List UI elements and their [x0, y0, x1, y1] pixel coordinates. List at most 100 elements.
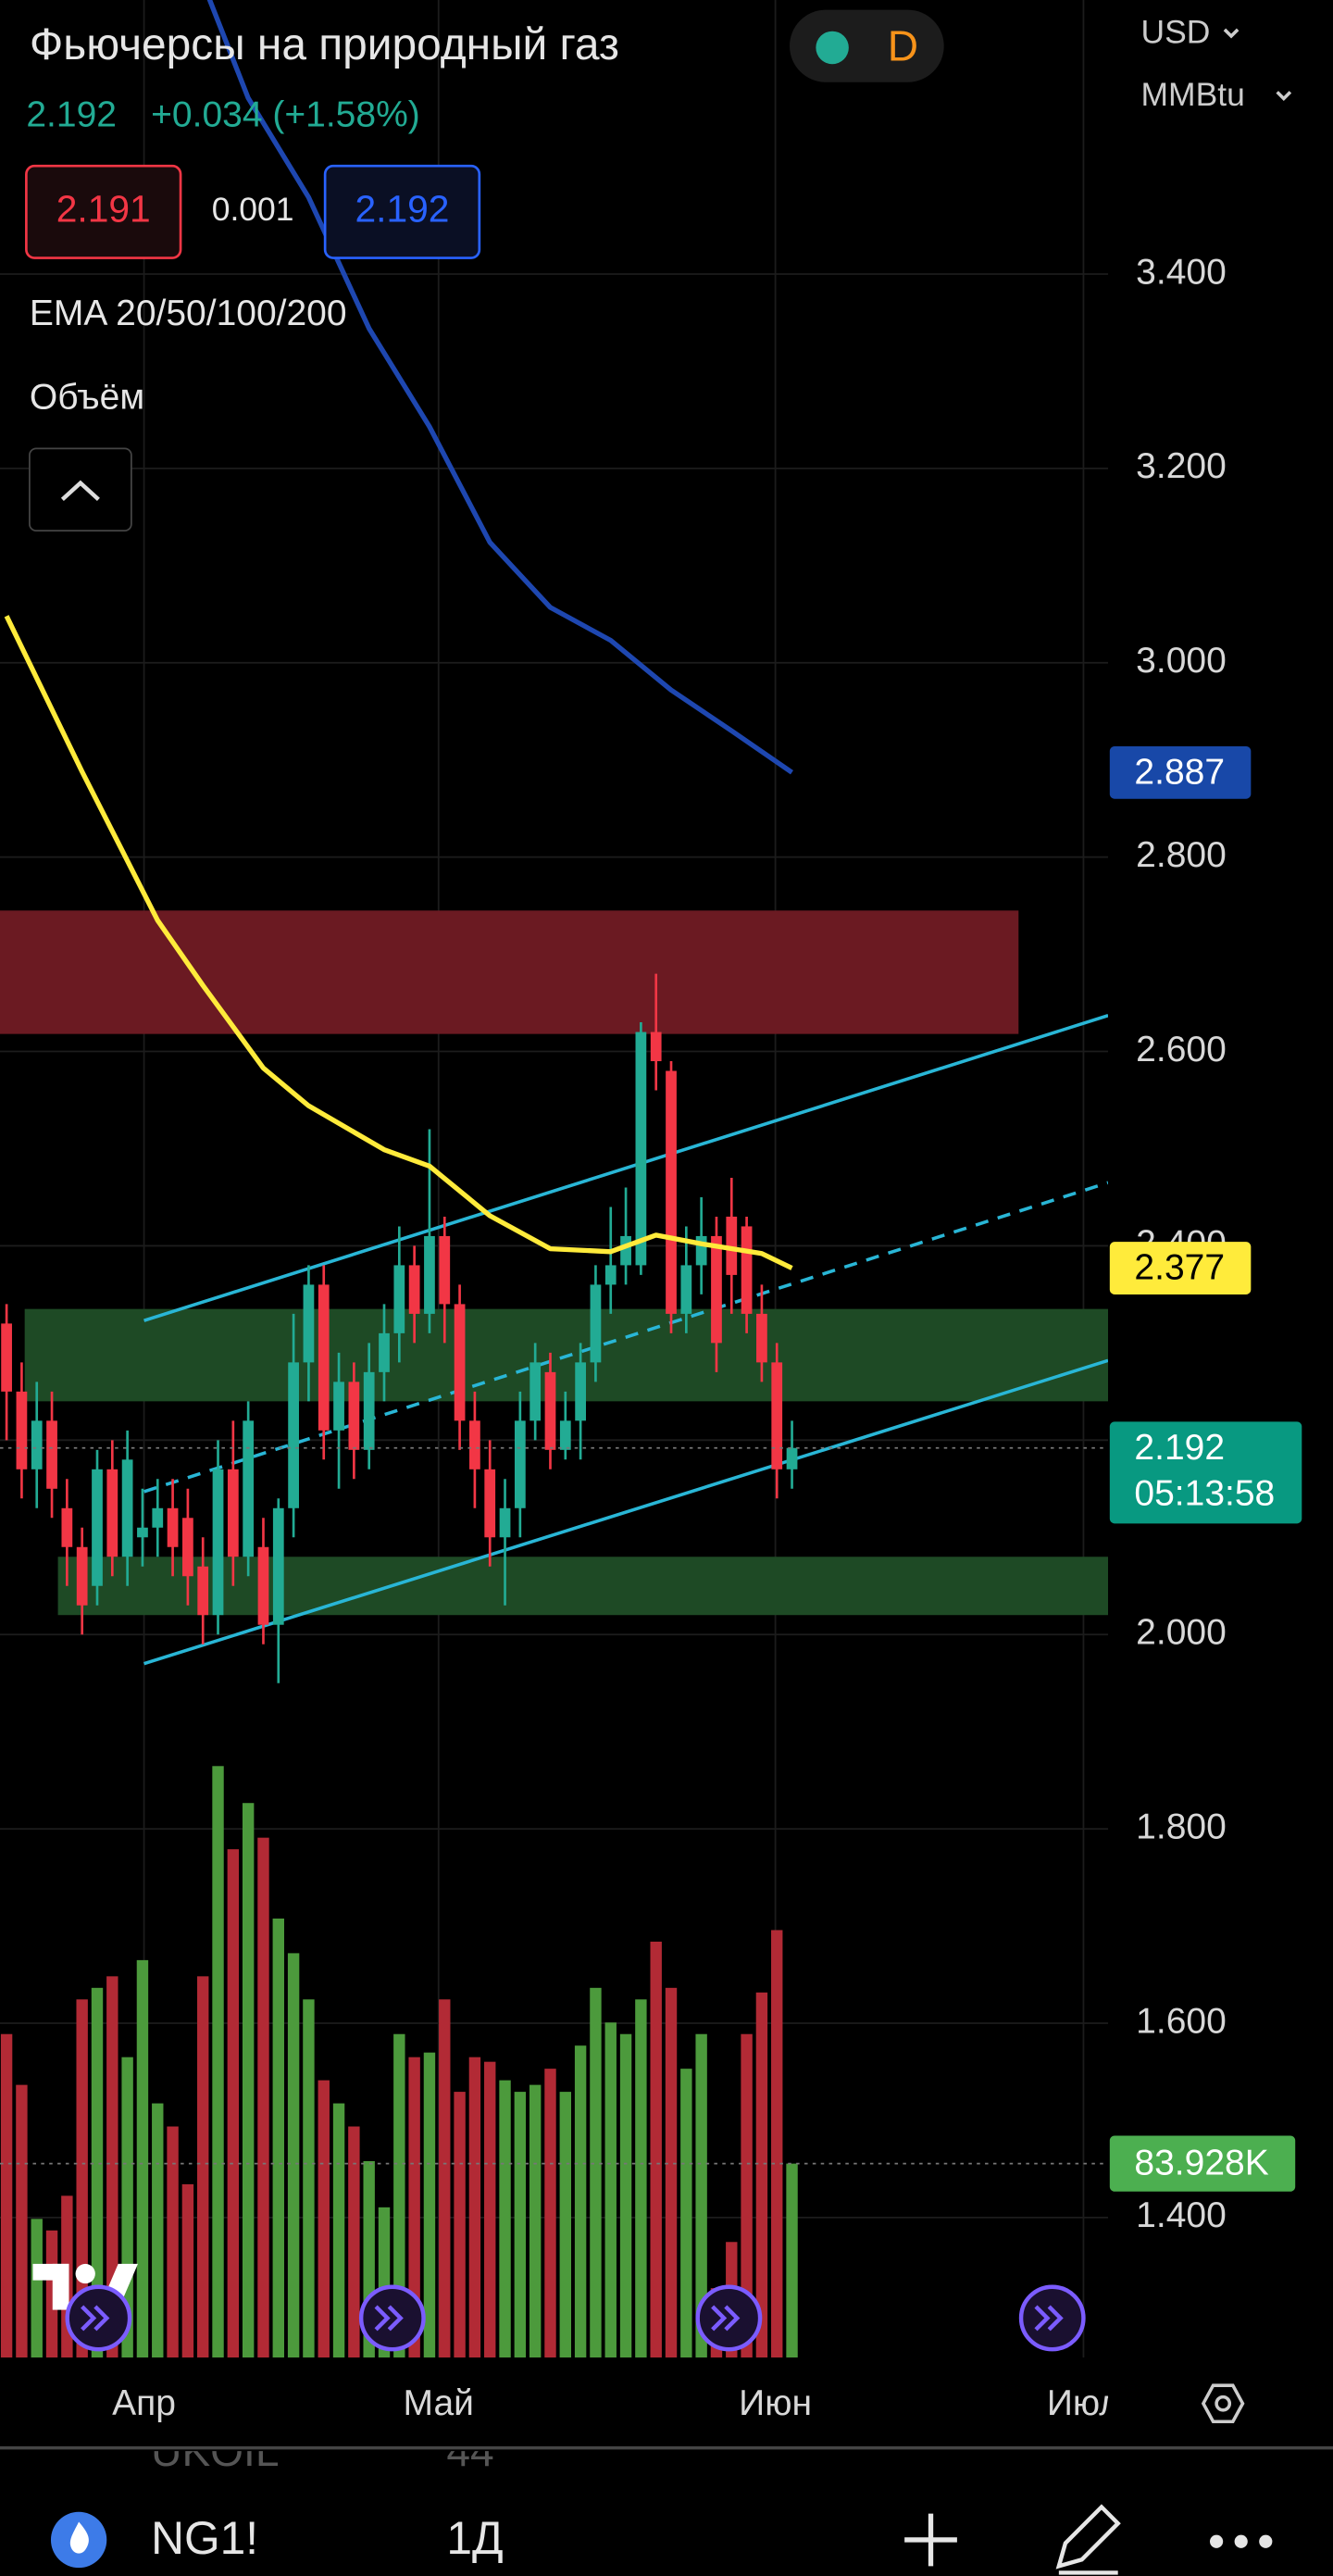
grid [0, 0, 1109, 2358]
y-tick-label: 3.000 [1136, 641, 1227, 681]
volume-bar [152, 2103, 164, 2358]
volume-bar [197, 1976, 209, 2358]
channel-line [143, 1181, 1109, 1494]
candle-body [92, 1469, 103, 1586]
volume-bar [439, 1999, 451, 2358]
volume-bar [227, 1849, 240, 2358]
y-tick-label: 2.600 [1136, 1030, 1227, 1069]
candle-body [726, 1216, 738, 1275]
indicator-label[interactable]: EMA 20/50/100/200 [30, 294, 347, 333]
ema-line [4, 615, 793, 1270]
volume-bar [31, 2219, 43, 2358]
price-badge-label: 2.887 [1134, 752, 1225, 792]
candle-body [46, 1420, 57, 1489]
y-tick-label: 2.000 [1136, 1613, 1227, 1653]
candle-body [288, 1362, 299, 1508]
volume-bar [212, 1766, 224, 2358]
volume-bar [303, 1999, 315, 2358]
volume-bar [786, 2163, 798, 2358]
price-badge [1109, 745, 1252, 799]
volume-bar [242, 1803, 255, 2358]
unit[interactable]: MMBtu [1141, 76, 1245, 113]
volume-bar [167, 2126, 179, 2358]
y-tick-label: 3.400 [1136, 252, 1227, 292]
candle-body [711, 1235, 722, 1344]
volume-bar [590, 1987, 602, 2358]
y-tick-label: 1.400 [1136, 2195, 1227, 2235]
volume-bar [559, 2092, 572, 2358]
volume-bar [408, 2057, 420, 2358]
candle-body [363, 1371, 375, 1450]
candle-body [257, 1546, 269, 1625]
candle-body [106, 1469, 118, 1557]
volume-bar [45, 2230, 58, 2358]
candle-body [348, 1382, 360, 1450]
volume-bar [741, 2033, 753, 2358]
last-price: 2.192 [26, 94, 117, 134]
interval-badge: D [888, 21, 918, 69]
candle-body [243, 1420, 255, 1557]
sell-button[interactable] [25, 164, 182, 259]
candle-body [575, 1362, 586, 1421]
channel-line [143, 1358, 1109, 1666]
ask-price: 2.192 [355, 188, 449, 231]
candle-body [680, 1265, 692, 1314]
volume-bar [514, 2092, 527, 2358]
volume-bar [635, 1999, 647, 2358]
interval[interactable]: 1Д [446, 2512, 503, 2564]
candle-body [318, 1284, 330, 1431]
candle-body [182, 1518, 193, 1577]
candle-body [771, 1362, 783, 1469]
behind-value: 44 [446, 2427, 493, 2475]
draw-button[interactable] [1055, 2504, 1121, 2575]
volume-bar [650, 1941, 662, 2358]
price-badge [1109, 1242, 1252, 1294]
interval-toggle[interactable] [790, 9, 944, 82]
volume-bar [468, 2057, 481, 2358]
price-badge-label: 2.192 [1134, 1428, 1225, 1468]
zone [0, 910, 1019, 1034]
candle-body [272, 1507, 284, 1625]
candle-body [121, 1459, 133, 1557]
behind-panel: UKOIL 44 [151, 2427, 493, 2475]
candle-body [61, 1507, 73, 1547]
candle-body [620, 1235, 631, 1266]
settings-icon-center [1215, 2395, 1232, 2412]
price-axis: 1.4001.6001.8002.0002.2002.4002.6002.800… [1109, 252, 1302, 2235]
volume-badge-label: 83.928K [1134, 2144, 1268, 2183]
event-markers[interactable] [65, 2284, 1086, 2352]
indicator-label[interactable]: Объём [30, 377, 144, 417]
price-badge [1109, 1421, 1302, 1524]
candle-body [650, 1032, 662, 1062]
y-tick-label: 1.600 [1136, 2001, 1227, 2041]
symbol[interactable]: NG1! [151, 2512, 258, 2564]
candle-body [227, 1469, 239, 1557]
volume-bar [106, 1976, 118, 2358]
volume-bar [499, 2080, 511, 2358]
candle-body [635, 1032, 647, 1266]
volume-bar [287, 1953, 300, 2358]
candle-body [16, 1391, 28, 1469]
buy-button[interactable] [323, 164, 481, 259]
settings-icon[interactable] [1201, 2383, 1245, 2423]
more-button[interactable] [1209, 2534, 1273, 2548]
add-button[interactable] [904, 2513, 957, 2567]
bid-price: 2.191 [56, 188, 151, 231]
ema-line [206, 0, 793, 775]
collapse-icon [60, 480, 100, 502]
currency[interactable]: USD [1141, 14, 1211, 51]
candle-body [559, 1420, 571, 1450]
volume-bar [393, 2033, 405, 2358]
volume-bar [604, 2022, 617, 2358]
collapse-button[interactable] [29, 447, 132, 531]
behind-symbol: UKOIL [151, 2427, 279, 2475]
volume-bar [755, 1992, 768, 2358]
volume-bar [574, 2045, 587, 2358]
candle-body [666, 1070, 677, 1314]
candle-body [137, 1527, 148, 1538]
volume-bar [16, 2084, 28, 2358]
symbol-title: Фьючерсы на природный газ [30, 20, 619, 69]
candle-body [514, 1420, 526, 1508]
candle-body [695, 1235, 707, 1266]
